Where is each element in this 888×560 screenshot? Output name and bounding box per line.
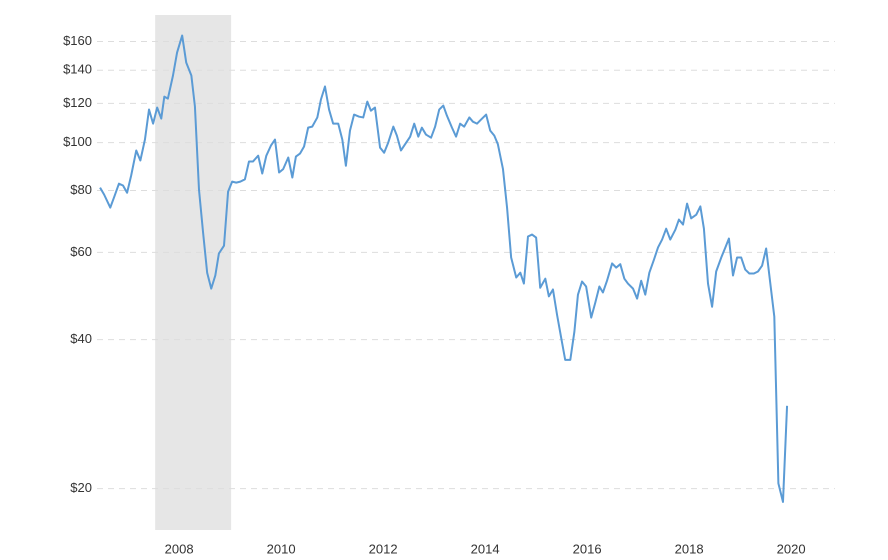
x-tick-label: 2012 — [369, 541, 398, 556]
y-tick-label: $80 — [70, 182, 92, 197]
x-tick-label: 2014 — [471, 541, 500, 556]
shaded-region — [155, 15, 232, 530]
x-tick-label: 2020 — [777, 541, 806, 556]
y-tick-label: $160 — [63, 33, 92, 48]
y-tick-label: $120 — [63, 95, 92, 110]
y-tick-label: $100 — [63, 134, 92, 149]
x-tick-label: 2010 — [267, 541, 296, 556]
y-tick-label: $60 — [70, 244, 92, 259]
x-tick-label: 2018 — [675, 541, 704, 556]
x-tick-label: 2008 — [165, 541, 194, 556]
y-tick-label: $40 — [70, 331, 92, 346]
price-line — [99, 34, 789, 503]
y-tick-label: $20 — [70, 480, 92, 495]
y-tick-label: $140 — [63, 62, 92, 77]
x-tick-label: 2016 — [573, 541, 602, 556]
